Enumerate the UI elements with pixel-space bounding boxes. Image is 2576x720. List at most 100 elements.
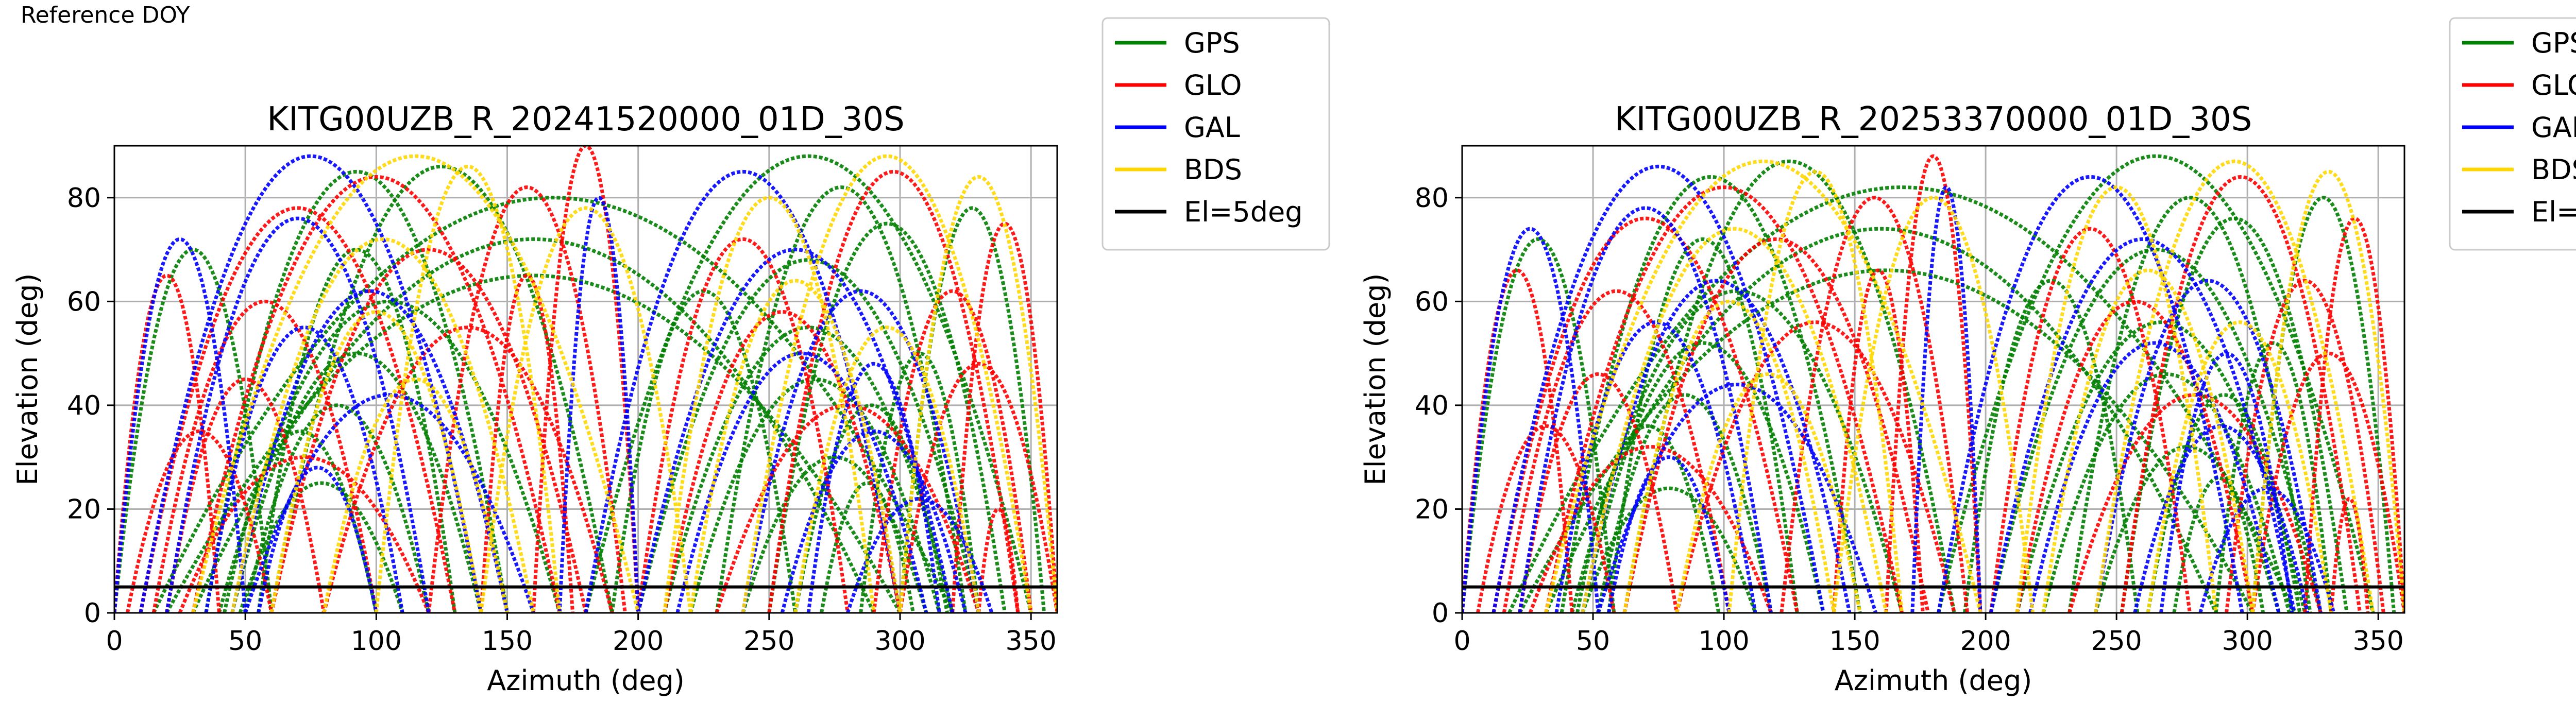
chart-panel-1: 0 50 100 150 200 250 300 350 0 20 40 60 80 Azimuth (d… xyxy=(11,17,1330,697)
plot-area xyxy=(1462,154,2404,613)
plot-frame xyxy=(113,145,1058,614)
series-arc-bds xyxy=(2041,268,2255,613)
series-arc-glo xyxy=(898,362,1057,613)
legend-entry: El=5deg xyxy=(2531,196,2576,228)
x-tick-label: 150 xyxy=(482,626,533,657)
series-arc-bds xyxy=(1622,300,1836,613)
legend-entry: BDS xyxy=(1184,153,1242,186)
series-arc-gps xyxy=(2094,445,2281,613)
series-arc-glo xyxy=(2250,351,2404,613)
series-arc-glo xyxy=(1780,196,1970,613)
series-arc-gps xyxy=(238,481,404,613)
series-arc-gal xyxy=(557,196,640,613)
series-arc-glo xyxy=(191,175,562,613)
series-arc-bds xyxy=(2015,185,2218,613)
series-arc-gal xyxy=(741,289,980,613)
series-arc-bds xyxy=(191,154,640,613)
series-arc-bds xyxy=(2250,170,2404,613)
plot-frame xyxy=(1461,145,2405,614)
chart-title: KITG00UZB_R_20253370000_01D_30S xyxy=(1615,100,2252,139)
legend-box xyxy=(1101,17,1330,251)
x-tick-label: 100 xyxy=(351,626,402,657)
series-arc-bds xyxy=(2146,320,2333,613)
series-arc-gal xyxy=(584,170,902,613)
series-arc-gal xyxy=(2028,341,2281,613)
y-tick-label: 20 xyxy=(1415,494,1449,525)
series-arc-gps xyxy=(204,170,509,613)
series-arc-gal xyxy=(1518,206,1773,613)
series-arc-gps xyxy=(257,248,457,613)
series-arc-gps xyxy=(1607,237,1799,613)
series-arc-gps xyxy=(152,196,954,613)
series-arc-gal xyxy=(675,351,928,613)
series-arc-glo xyxy=(178,455,431,613)
series-arc-glo xyxy=(427,185,627,613)
y-tick-label: 0 xyxy=(1432,598,1449,629)
series-arc-gps xyxy=(191,237,876,613)
legend-box xyxy=(2449,17,2576,251)
series-arc-glo xyxy=(1884,154,1982,613)
x-tick-label: 200 xyxy=(613,626,664,657)
series-arc-bds xyxy=(1675,372,1862,613)
series-arc-glo xyxy=(479,273,575,613)
series-arc-glo xyxy=(2303,216,2404,613)
x-tick-label: 250 xyxy=(743,626,794,657)
series-arc-gal xyxy=(806,362,941,613)
x-tick-label: 300 xyxy=(2222,626,2273,657)
legend-entry: GPS xyxy=(2531,27,2576,59)
series-arc-glo xyxy=(2015,300,2255,613)
legend: GPS GLO GAL BDS El=5deg xyxy=(2449,17,2576,251)
plot-area xyxy=(114,146,1057,613)
series-arc-gal xyxy=(2094,279,2323,613)
series-arc-bds xyxy=(1544,159,1982,613)
legend-entry: GPS xyxy=(1184,27,1240,59)
series-arc-gal xyxy=(1989,237,2297,613)
series-arc-glo xyxy=(151,300,378,613)
series-arc-gps xyxy=(663,325,955,613)
y-tick-label: 60 xyxy=(67,286,101,317)
y-axis-label: Elevation (deg) xyxy=(11,273,44,486)
legend-entry: GLO xyxy=(2531,69,2576,101)
series-arc-glo xyxy=(1518,372,1679,613)
series-arc-gps xyxy=(1581,341,1825,613)
x-axis-label: Azimuth (deg) xyxy=(1835,664,2032,697)
y-tick-label: 40 xyxy=(1415,390,1449,421)
series-arc-gal xyxy=(1910,185,1982,613)
x-tick-label: 50 xyxy=(228,626,262,657)
series-arc-gps xyxy=(1581,486,1757,613)
series-arc-glo xyxy=(114,273,221,613)
series-arc-gps xyxy=(2041,372,2291,613)
y-tick-label: 0 xyxy=(84,598,101,629)
series-arc-gal xyxy=(780,430,968,613)
x-tick-label: 0 xyxy=(1453,626,1470,657)
x-tick-label: 50 xyxy=(1576,626,1610,657)
legend-entry: GAL xyxy=(1184,111,1240,144)
legend-entry: GAL xyxy=(2531,111,2576,144)
series-arc-gps xyxy=(1544,227,2218,613)
series-arc-gal xyxy=(1581,279,1852,613)
series-arc-bds xyxy=(663,196,876,613)
x-tick-label: 200 xyxy=(1960,626,2011,657)
y-tick-label: 40 xyxy=(67,390,101,421)
series-arc-gps xyxy=(223,430,378,613)
series-arc-glo xyxy=(1502,289,1731,613)
series-arc-bds xyxy=(1581,227,1888,613)
series-arc-glo xyxy=(872,289,1033,613)
series-arc-gal xyxy=(1462,227,1600,613)
series-arc-gal xyxy=(257,466,378,613)
x-tick-label: 250 xyxy=(2091,626,2142,657)
series-arc-glo xyxy=(1544,185,1904,613)
series-arc-gps xyxy=(1462,237,1616,613)
series-arc-glo xyxy=(2329,497,2370,613)
series-arc-bds xyxy=(1832,196,2035,613)
series-arc-glo xyxy=(139,206,457,613)
reference-doy-label: Reference DOY xyxy=(21,2,190,28)
series-arc-glo xyxy=(951,221,1057,613)
x-tick-label: 350 xyxy=(2353,626,2404,657)
series-arc-glo xyxy=(1622,237,1930,613)
series-arc-gal xyxy=(114,237,247,613)
x-tick-label: 150 xyxy=(1829,626,1880,657)
series-arc-gal xyxy=(139,154,483,613)
series-arc-gal xyxy=(2198,486,2336,613)
